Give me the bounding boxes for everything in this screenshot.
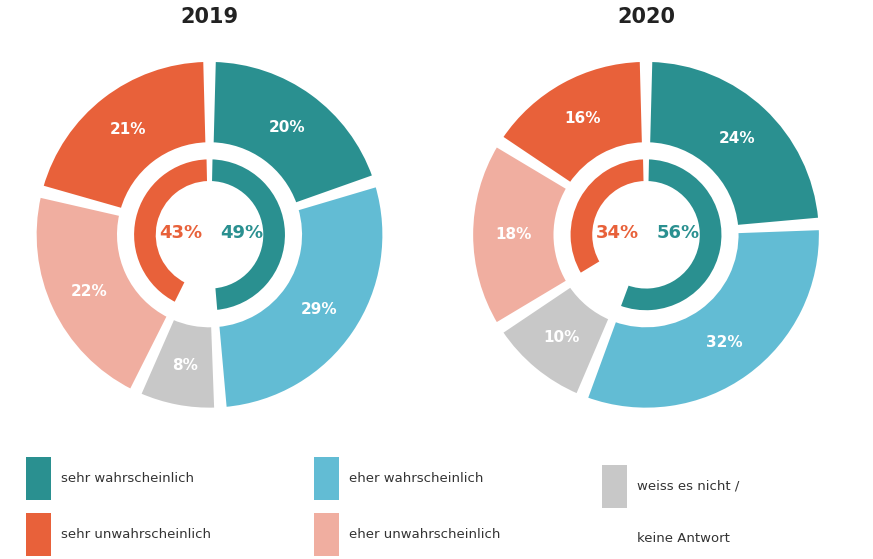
Title: 2019: 2019 [181,7,238,27]
Text: 16%: 16% [564,111,601,126]
Bar [26,513,51,556]
Wedge shape [619,158,723,311]
Wedge shape [586,229,821,409]
Wedge shape [501,286,610,395]
Text: 32%: 32% [705,335,742,349]
Text: eher wahrscheinlich: eher wahrscheinlich [349,472,484,485]
Wedge shape [471,145,568,324]
Text: eher unwahrscheinlich: eher unwahrscheinlich [349,528,500,541]
Bar [602,465,627,508]
Text: 10%: 10% [543,329,580,344]
Text: 34%: 34% [596,224,639,242]
Bar [314,457,339,500]
Text: 21%: 21% [110,122,147,138]
Text: 22%: 22% [71,284,108,299]
Wedge shape [133,158,209,304]
Wedge shape [35,196,168,391]
Text: sehr wahrscheinlich: sehr wahrscheinlich [61,472,194,485]
Text: sehr unwahrscheinlich: sehr unwahrscheinlich [61,528,211,541]
Text: 49%: 49% [220,224,263,242]
Wedge shape [212,60,375,205]
Text: 29%: 29% [301,302,338,317]
Text: 8%: 8% [172,358,197,373]
Wedge shape [42,60,207,210]
Wedge shape [210,158,286,311]
Text: 43%: 43% [160,224,203,242]
Title: 2020: 2020 [617,7,675,27]
Wedge shape [217,185,384,409]
Wedge shape [140,318,216,409]
Wedge shape [649,60,820,227]
Text: 20%: 20% [269,120,306,135]
Text: weiss es nicht /: weiss es nicht / [637,480,739,493]
Text: 56%: 56% [656,224,699,242]
Bar [314,513,339,556]
Text: keine Antwort: keine Antwort [637,532,730,546]
Bar [26,457,51,500]
Wedge shape [569,158,645,274]
Wedge shape [501,60,643,184]
Text: 24%: 24% [718,131,755,145]
Text: 18%: 18% [495,228,532,242]
